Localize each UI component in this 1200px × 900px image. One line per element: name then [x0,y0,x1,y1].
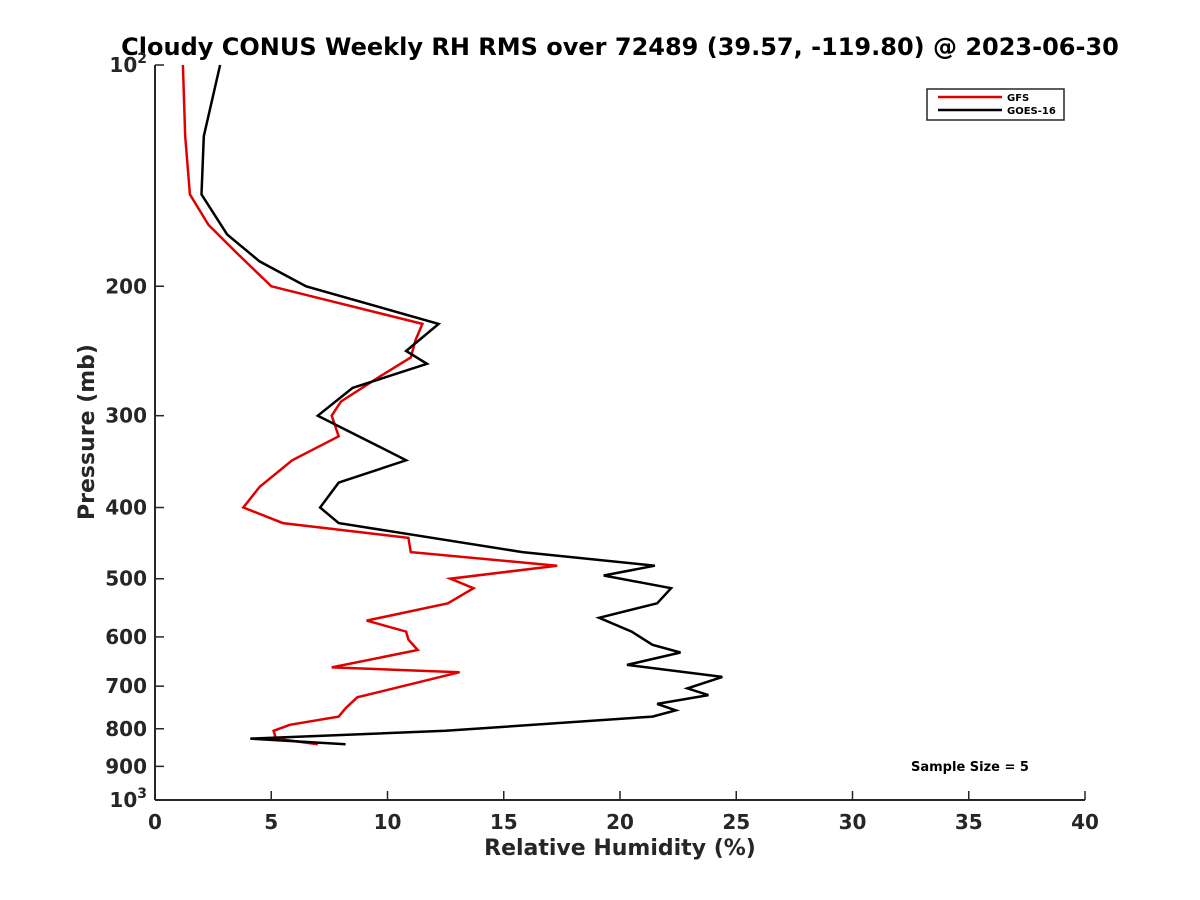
y-tick-label: 102 [109,51,147,77]
x-tick-label: 5 [264,810,278,834]
x-ticks: 0 5 10 15 20 25 30 35 40 [148,791,1099,834]
legend-label-goes16: GOES-16 [1007,106,1056,117]
x-tick-label: 30 [839,810,867,834]
x-tick-label: 15 [490,810,518,834]
x-axis-label: Relative Humidity (%) [484,836,756,861]
y-tick-label: 103 [109,786,147,812]
x-tick-label: 0 [148,810,162,834]
y-tick-label: 900 [105,754,147,778]
y-ticks: 102 200 300 400 500 600 700 800 900 103 [105,51,164,812]
series-line-goes16 [200,64,723,746]
legend: GFS GOES-16 [926,88,1065,121]
y-tick-label: 600 [105,625,147,649]
y-tick-label: 300 [105,404,147,428]
x-tick-label: 25 [722,810,750,834]
y-tick-label: 800 [105,717,147,741]
y-axis-label: Pressure (mb) [75,344,100,520]
x-tick-label: 20 [606,810,634,834]
legend-box [926,88,1065,121]
y-tick-label: 500 [105,567,147,591]
sample-size-annotation: Sample Size = 5 [911,760,1029,775]
series-layer [181,64,723,746]
x-tick-label: 40 [1071,810,1099,834]
legend-label-gfs: GFS [1007,93,1029,104]
axes [154,65,1085,801]
x-tick-label: 35 [955,810,983,834]
x-tick-label: 10 [374,810,402,834]
y-tick-label: 400 [105,496,147,520]
y-tick-label: 700 [105,674,147,698]
series-line-gfs [181,64,558,746]
chart-title: Cloudy CONUS Weekly RH RMS over 72489 (3… [121,33,1119,61]
y-tick-label: 200 [105,274,147,298]
